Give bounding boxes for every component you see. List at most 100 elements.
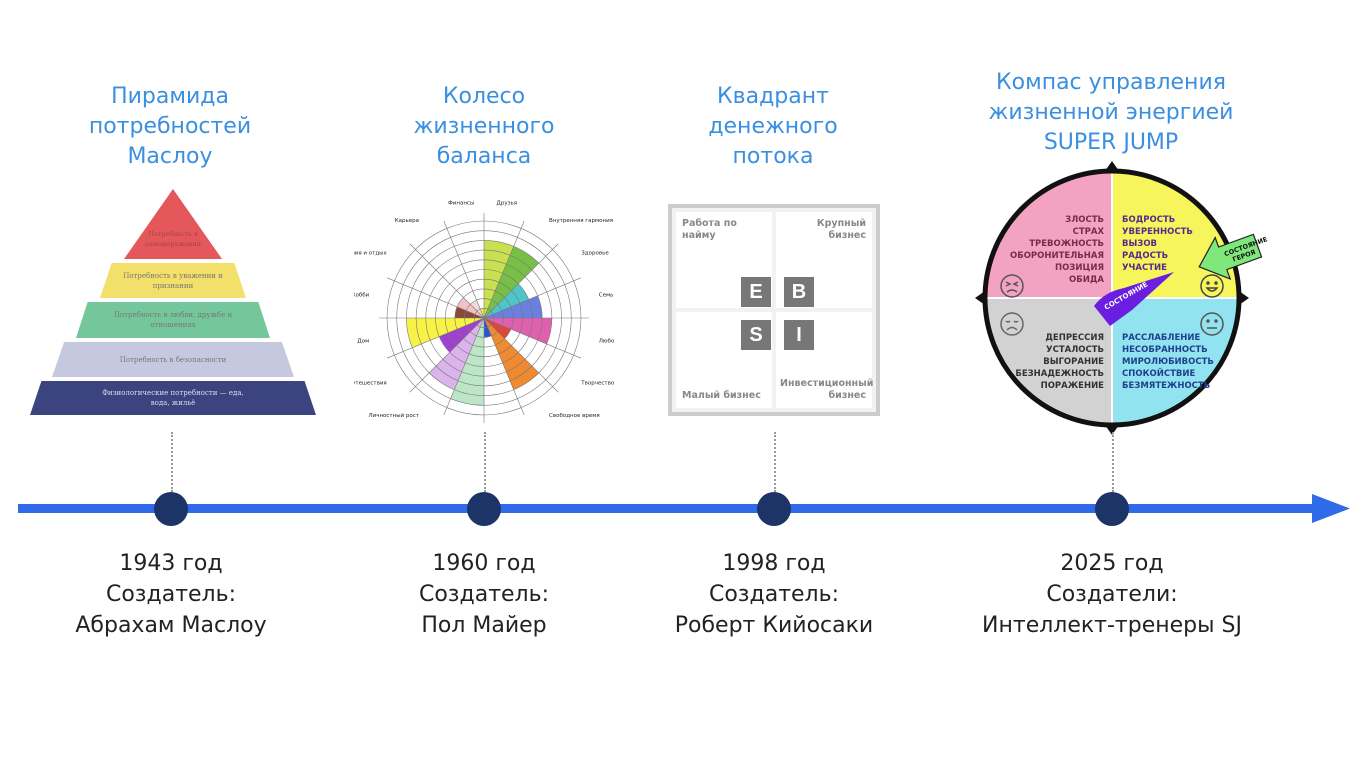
wheel-sector <box>406 318 484 348</box>
year: 1960 год <box>432 551 536 576</box>
emotion: ВЫГОРАНИЕ <box>1043 357 1104 367</box>
wheel-spoke <box>483 243 559 319</box>
wheel-label: Хобби <box>354 293 370 299</box>
wheel-spoke <box>443 317 485 416</box>
wheel-label: Личностный рост <box>368 412 419 419</box>
wheel-spoke <box>386 317 485 359</box>
pyramid-label: Потребность в уважении и признании <box>123 271 223 290</box>
wheel-label: Свободное время <box>549 413 600 419</box>
creator-label: Создатель: <box>418 582 549 607</box>
happy-face-icon <box>1200 274 1224 298</box>
compass-south-point <box>1105 425 1119 435</box>
wheel-sector <box>439 318 484 353</box>
letter-b: B <box>784 277 814 307</box>
milestone-dot-1943 <box>154 492 188 526</box>
emotion: МИРОЛЮБИВОСТЬ <box>1122 357 1214 367</box>
pyramid-level-1: Потребность в самовыражении <box>124 189 222 259</box>
wheel-label: Здоровье <box>581 250 609 256</box>
letter-e: E <box>741 277 771 307</box>
connector <box>774 432 776 492</box>
wheel-spoke <box>386 277 485 319</box>
wheel-label: Развлечения и отдых <box>354 250 387 256</box>
connector <box>484 432 486 492</box>
wheel-sector <box>470 300 484 318</box>
title-line: денежного <box>708 114 838 139</box>
energy-compass: СОСТОЯНИЕ СОСТОЯНИЕ ГЕРОЯ <box>975 161 1268 435</box>
wheel-spoke <box>409 243 485 319</box>
wheel-label: Дом <box>357 338 369 344</box>
letter-s: S <box>741 320 771 350</box>
wheel-spoke <box>483 317 582 359</box>
title-compass: Компас управления жизненной энергией SUP… <box>961 68 1261 158</box>
creator: Интеллект-тренеры SJ <box>982 613 1242 638</box>
wheel-label: Творчество <box>580 381 614 387</box>
title-line: Квадрант <box>717 84 829 109</box>
emotion: ОБИДА <box>1069 275 1104 285</box>
emotion: СТРАХ <box>1072 227 1104 237</box>
wheel-spoke <box>443 220 485 319</box>
pyramid-level-3: Потребность в любви, дружбе и отношениях <box>76 302 270 338</box>
title-quadrant: Квадрант денежного потока <box>623 82 923 172</box>
creator-label: Создатель: <box>105 582 236 607</box>
angry-face-icon <box>1000 274 1024 298</box>
wheel-spoke <box>483 277 582 319</box>
milestone-dot-2025 <box>1095 492 1129 526</box>
compass-east-point <box>1239 291 1249 305</box>
compass-quadrant-tl <box>985 171 1112 298</box>
pyramid-level-4: Потребность в безопасности <box>52 342 294 377</box>
emotion: РАССЛАБЛЕНИЕ <box>1122 333 1201 343</box>
pyramid-label: Потребность в самовыражении <box>144 230 202 248</box>
creator: Пол Майер <box>421 613 547 638</box>
wheel-label: Финансы <box>448 201 474 207</box>
letter-i: I <box>784 320 814 350</box>
title-line: потребностей <box>88 114 252 139</box>
life-balance-wheel: Друзья Внутренняя гармония Здоровье Семья Лю… <box>354 201 614 423</box>
emotion: ВЫЗОВ <box>1122 239 1158 249</box>
wheel-sector <box>484 283 529 318</box>
creator: Абрахам Маслоу <box>75 613 267 638</box>
emotion: УСТАЛОСТЬ <box>1046 345 1104 355</box>
title-line: Компас управления <box>996 70 1226 95</box>
cashflow-quadrant: Работа по найму Крупный бизнес Малый биз… <box>668 204 880 416</box>
caption-2025: 2025 год Создатели: Интеллект-тренеры SJ <box>947 548 1277 641</box>
title-line: жизненного <box>413 114 555 139</box>
emotion: УЧАСТИЕ <box>1122 263 1167 273</box>
caption-1960: 1960 год Создатель: Пол Майер <box>319 548 649 641</box>
emotion: БЕЗНАДЕЖНОСТЬ <box>1015 369 1104 379</box>
title-wheel: Колесо жизненного баланса <box>334 82 634 172</box>
wheel-label: Любовь <box>599 338 614 344</box>
emotion: ТРЕВОЖНОСТЬ <box>1029 239 1104 249</box>
wheel-sector <box>457 297 484 318</box>
compass-text-tr: БОДРОСТЬ УВЕРЕННОСТЬ ВЫЗОВ РАДОСТЬ УЧАСТИЕ <box>1122 214 1193 274</box>
compass-west-point <box>975 291 985 305</box>
wheel-spoke <box>483 220 525 319</box>
emotion: РАДОСТЬ <box>1122 251 1169 261</box>
caption-1943: 1943 год Создатель: Абрахам Маслоу <box>6 548 336 641</box>
wheel-spoke <box>483 317 525 416</box>
emotion: УВЕРЕННОСТЬ <box>1122 227 1193 237</box>
wheel-label: Внутренняя гармония <box>549 218 613 224</box>
title-line: Колесо <box>442 84 526 109</box>
emotion: ЗЛОСТЬ <box>1065 215 1104 225</box>
title-line: Пирамида <box>111 84 229 109</box>
year: 2025 год <box>1060 551 1164 576</box>
wheel-sector <box>484 318 511 339</box>
pyramid-level-2: Потребность в уважении и признании <box>100 263 246 298</box>
year: 1943 год <box>119 551 223 576</box>
title-line: SUPER JUMP <box>1043 130 1179 155</box>
connector <box>171 432 173 492</box>
neutral-face-icon <box>1200 312 1224 336</box>
title-line: Маслоу <box>127 144 213 169</box>
wheel-spoke <box>409 317 485 393</box>
quadrant-label: Крупный бизнес <box>816 218 866 241</box>
emotion: ПОРАЖЕНИЕ <box>1040 381 1104 391</box>
wheel-sector <box>484 318 552 344</box>
creator: Роберт Кийосаки <box>674 613 874 638</box>
milestone-dot-1960 <box>467 492 501 526</box>
compass-text-br: РАССЛАБЛЕНИЕ НЕСОБРАННОСТЬ МИРОЛЮБИВОСТЬ СП… <box>1122 332 1214 392</box>
emotion: ДЕПРЕССИЯ <box>1045 333 1104 343</box>
emotion: БОДРОСТЬ <box>1122 215 1176 225</box>
pyramid-label: Физиологические потребности — еда, вода,… <box>102 389 244 407</box>
pyramid-label: Потребность в безопасности <box>119 355 227 364</box>
compass-text-tl: ЗЛОСТЬ СТРАХ ТРЕВОЖНОСТЬ ОБОРОНИТЕЛЬНАЯ ПОЗИ… <box>1000 214 1104 286</box>
